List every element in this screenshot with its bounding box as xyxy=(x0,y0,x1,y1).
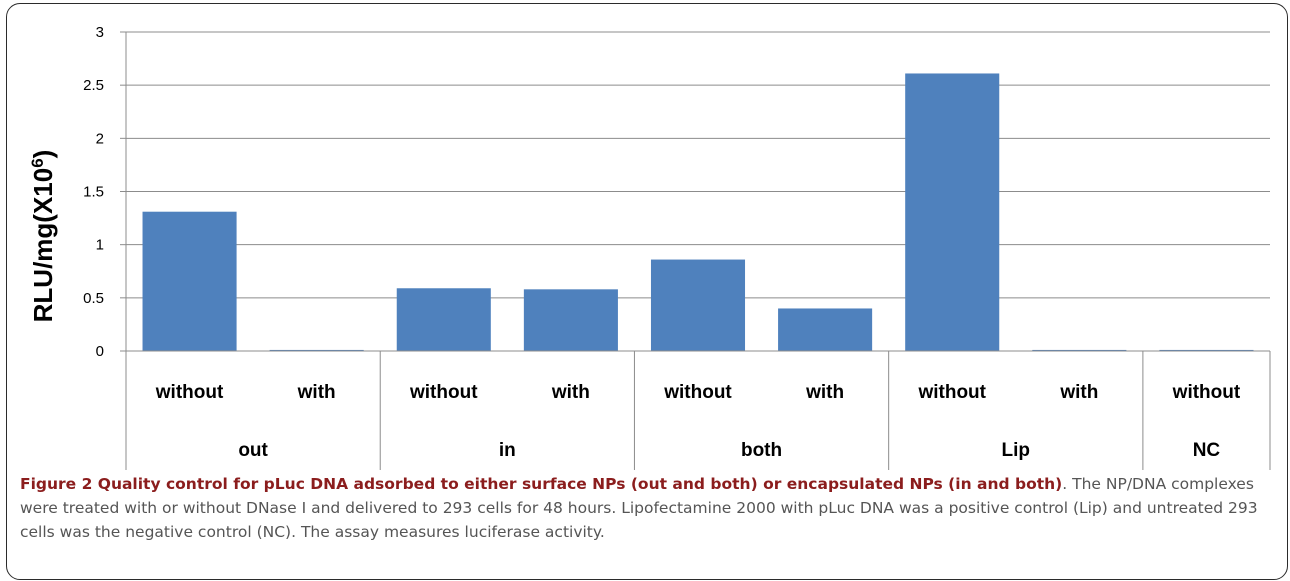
bar xyxy=(396,288,491,351)
y-tick-label: 2 xyxy=(96,130,104,147)
bar xyxy=(905,73,1000,351)
y-tick-label: 0 xyxy=(96,343,104,360)
bar xyxy=(269,349,364,351)
bars xyxy=(142,73,1254,351)
category-label: with xyxy=(1059,382,1098,403)
bar xyxy=(778,308,873,351)
group-label: in xyxy=(499,440,516,461)
category-label: without xyxy=(409,382,478,403)
y-tick-label: 3 xyxy=(96,24,104,41)
caption-title: Figure 2 Quality control for pLuc DNA ad… xyxy=(20,475,1063,493)
group-label: out xyxy=(238,440,268,461)
gridlines xyxy=(120,31,1270,352)
bar xyxy=(650,259,746,351)
y-tick-labels: 0 0.5 1 1.5 2 2.5 3 xyxy=(83,24,104,360)
category-label: with xyxy=(551,382,590,403)
category-label: without xyxy=(1172,382,1241,403)
bar xyxy=(1032,349,1127,351)
group-label: Lip xyxy=(1002,440,1031,461)
figure-caption: Figure 2 Quality control for pLuc DNA ad… xyxy=(20,472,1275,544)
bar xyxy=(1159,349,1254,351)
y-tick-label: 1 xyxy=(96,237,104,254)
category-label: with xyxy=(297,382,336,403)
y-tick-label: 2.5 xyxy=(83,77,104,94)
category-label: with xyxy=(805,382,844,403)
category-label: without xyxy=(663,382,732,403)
category-labels: without with without with without with without… xyxy=(155,382,1241,461)
bar xyxy=(142,211,237,351)
caption-body: . The NP/DNA complexes were treated with… xyxy=(20,475,1258,541)
bar xyxy=(523,289,618,351)
y-axis-label: RLU/mg(X106) xyxy=(28,150,58,323)
bar-chart: 00.511.522.53 without with without with with… xyxy=(28,24,1271,470)
y-tick-label: 1.5 xyxy=(83,184,104,201)
category-label: without xyxy=(155,382,224,403)
y-tick-label: 0.5 xyxy=(83,290,104,307)
group-label: both xyxy=(741,440,782,461)
axes xyxy=(125,32,1271,470)
group-label: NC xyxy=(1193,440,1221,461)
category-label: without xyxy=(917,382,986,403)
